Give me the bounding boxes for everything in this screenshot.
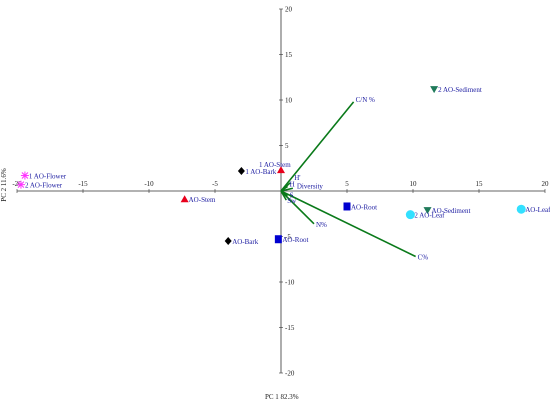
x-tick-label: -10 [144,180,154,188]
loading-vector [280,185,289,192]
point-label: 1 AO-Bark [245,168,276,176]
y-tick-label: 15 [285,51,293,59]
point-marker [516,204,526,214]
point-label: AO-Bark [232,238,259,246]
loading-vector [280,101,355,192]
y-tick-label: -5 [285,233,291,241]
axes: -20 -15 -10 -5 5 10 15 20 20 15 10 5 -5 -10 -15 -20 [12,6,549,378]
point-marker [274,235,282,244]
y-tick-label: 20 [285,6,293,14]
vector-label: N% [316,221,327,229]
y-tick-label: 5 [285,142,289,150]
y-tick-label: -20 [285,370,295,378]
point-marker [224,237,232,246]
vector-label: S [290,192,294,200]
point-marker [343,202,351,211]
vector-label: Sw [287,197,297,205]
point-label: 2 AO-Sediment [438,86,482,94]
point-label: 2 AO-Leaf [414,212,445,220]
loading-vector [280,190,416,258]
point-label: AO-Root [351,203,377,211]
point-marker [430,86,439,94]
x-tick-label: -20 [12,180,22,188]
loading-vector [280,190,287,201]
y-axis-label: PC 2 11.6% [0,168,8,202]
point-marker [277,166,285,174]
point-marker [237,166,245,175]
point-label: AO-Leaf [525,206,550,214]
x-tick-label: 20 [542,180,550,188]
point-label: AO-Root [282,236,308,244]
point-marker [16,180,25,189]
x-tick-label: -15 [78,180,88,188]
point-label: 2 AO-Flower [25,182,63,190]
point-marker [423,207,432,215]
point-marker [20,171,29,180]
x-tick-label: -5 [212,180,218,188]
point-marker [405,210,415,220]
y-tick-label: 10 [285,97,293,105]
x-axis-label: PC 1 82.3% [265,393,299,401]
x-tick-label: 15 [476,180,484,188]
asterisk-stroke [17,181,25,188]
point-label: 1 AO-Stem [259,161,291,169]
x-tick-label: 5 [345,180,349,188]
vector-label: C% [418,254,429,262]
loading-vector [280,190,315,225]
asterisk-stroke [21,172,29,179]
y-tick-label: -15 [285,324,295,332]
point-label: AO-Stem [189,196,216,204]
vector-label: H [290,180,295,188]
point-label: 1 AO-Flower [29,173,67,181]
y-tick-label: -10 [285,279,295,287]
point-label: AO-Sediment [432,207,471,215]
vector-label: H' [294,174,300,182]
point-marker [180,195,189,203]
vector-label: Diversity [297,182,324,190]
vector-label: C/N % [356,96,375,104]
x-tick-label: 10 [410,180,418,188]
